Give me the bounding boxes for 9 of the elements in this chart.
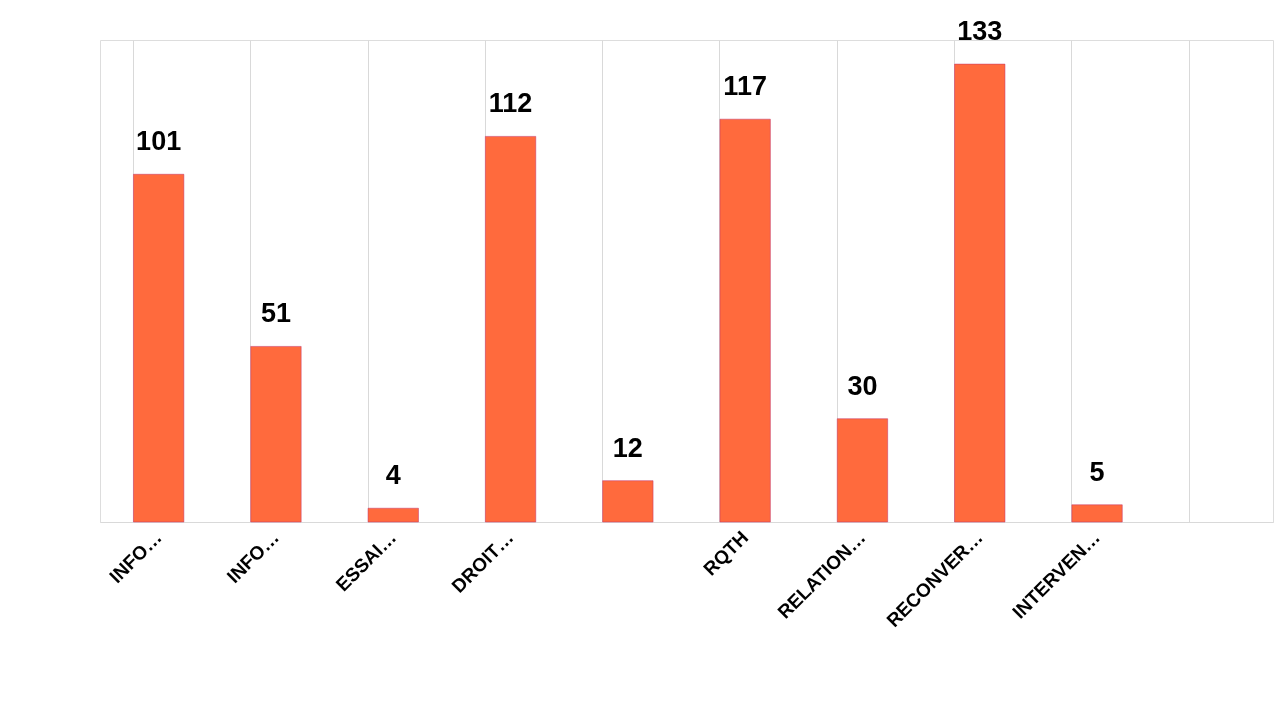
data-label: 133 [957,16,1003,47]
data-label: 4 [385,460,401,491]
data-label: 51 [260,298,291,329]
data-label: 30 [847,370,878,401]
data-label: 117 [723,71,767,102]
data-label: 101 [136,126,182,157]
data-label: 5 [1089,456,1105,487]
data-label: 12 [612,432,643,463]
data-label: 112 [488,88,533,119]
